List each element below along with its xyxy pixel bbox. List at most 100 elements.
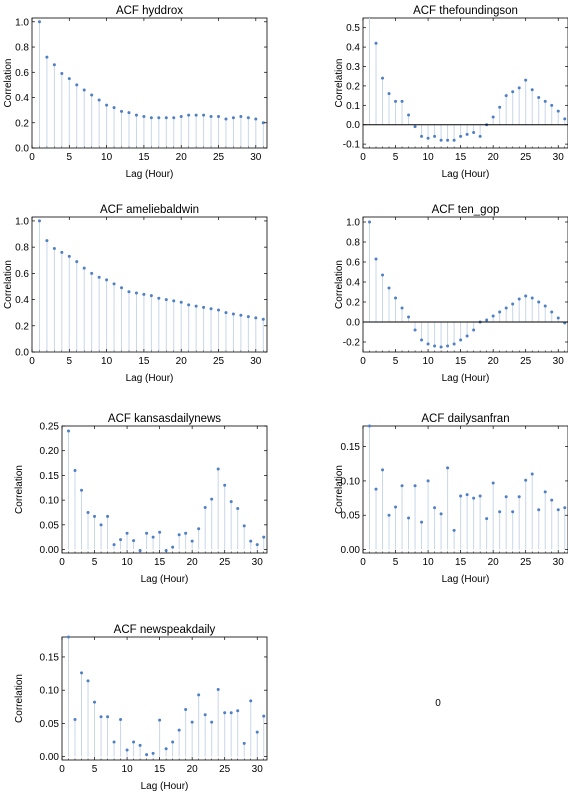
acf-point	[97, 275, 101, 279]
acf-point	[381, 273, 385, 277]
x-tick-label: 20	[187, 557, 199, 568]
acf-point	[446, 138, 450, 142]
acf-point	[190, 720, 194, 724]
acf-panel: 0 5 10 15 20 25 30 -0.1 0.0 0.1 0.2 0.3 0.4 0.5 ACF th…	[334, 5, 568, 180]
acf-point	[556, 109, 560, 113]
x-tick-label: 5	[393, 557, 399, 568]
y-tick-label: 0.05	[40, 719, 60, 730]
acf-point	[563, 117, 567, 121]
acf-point	[149, 116, 153, 120]
acf-point	[45, 239, 49, 243]
chart-title: ACF ten_gop	[432, 204, 500, 216]
y-tick-label: 0.15	[40, 471, 60, 482]
acf-point	[194, 304, 198, 308]
acf-point	[459, 338, 463, 342]
acf-point	[37, 20, 41, 24]
acf-point	[73, 468, 77, 472]
acf-point	[52, 246, 56, 250]
acf-point	[216, 467, 220, 471]
empty-panel-label: 0	[435, 698, 441, 709]
acf-point	[387, 92, 391, 96]
acf-panel: 0 5 10 15 20 25 30 0.0 0.2 0.4 0.6 0.8 1.0 ACF hyddro…	[3, 5, 268, 180]
y-axis-label: Correlation	[334, 465, 345, 514]
x-tick-label: 0	[59, 764, 65, 775]
acf-point	[236, 507, 240, 511]
acf-point	[426, 136, 430, 140]
y-tick-label: 0.0	[15, 144, 29, 155]
acf-point	[67, 254, 71, 258]
x-tick-label: 10	[101, 356, 113, 367]
acf-point	[210, 720, 214, 724]
acf-panel: 0 5 10 15 20 25 30 0.00 0.05 0.10 0.15 0.20 0.25 ACF …	[14, 413, 268, 585]
x-tick-label: 10	[101, 152, 113, 163]
acf-point	[158, 718, 162, 722]
acf-point	[73, 717, 77, 721]
acf-point	[446, 344, 450, 348]
acf-point	[145, 531, 149, 535]
y-tick-label: 0.05	[40, 520, 60, 531]
x-tick-label: 15	[455, 356, 467, 367]
y-axis-label: Correlation	[334, 59, 345, 108]
chart-title: ACF newspeakdaily	[114, 624, 216, 636]
x-tick-label: 30	[553, 557, 565, 568]
chart-title: ACF kansasdailynews	[108, 413, 221, 425]
x-tick-label: 15	[455, 557, 467, 568]
x-tick-label: 30	[553, 152, 565, 163]
acf-point	[563, 506, 567, 510]
acf-point	[433, 134, 437, 138]
y-tick-label: 1.0	[346, 218, 360, 229]
acf-point	[67, 77, 71, 81]
acf-point	[433, 506, 437, 510]
x-tick-label: 5	[67, 152, 73, 163]
y-tick-label: 0.15	[40, 652, 60, 663]
acf-point	[394, 505, 398, 509]
acf-point	[209, 307, 213, 311]
y-axis-label: Correlation	[3, 260, 14, 309]
y-tick-label: 0.20	[40, 446, 60, 457]
acf-point	[400, 484, 404, 488]
chart-title: ACF ameliebaldwin	[100, 204, 199, 216]
acf-point	[202, 113, 206, 117]
acf-point	[465, 334, 469, 338]
x-tick-label: 25	[520, 152, 532, 163]
x-tick-label: 15	[455, 152, 467, 163]
acf-point	[433, 344, 437, 348]
acf-point	[138, 743, 142, 747]
y-tick-label: 0.25	[40, 422, 60, 433]
y-tick-label: 0.10	[341, 476, 361, 487]
acf-point	[184, 707, 188, 711]
acf-point	[530, 88, 534, 92]
acf-point	[374, 257, 378, 261]
acf-point	[125, 531, 129, 535]
acf-point	[97, 98, 101, 102]
acf-point	[550, 310, 554, 314]
acf-point	[190, 539, 194, 543]
x-axis-label: Lag (Hour)	[442, 169, 490, 180]
acf-point	[106, 715, 110, 719]
acf-point	[90, 271, 94, 275]
acf-point	[99, 715, 103, 719]
acf-point	[179, 300, 183, 304]
acf-point	[387, 513, 391, 517]
acf-point	[239, 114, 243, 118]
y-tick-label: 0.2	[346, 81, 360, 92]
acf-point	[134, 113, 138, 117]
y-tick-label: 0.6	[346, 258, 360, 269]
acf-point	[394, 99, 398, 103]
acf-point	[524, 294, 528, 298]
acf-point	[157, 296, 161, 300]
acf-point	[187, 303, 191, 307]
acf-point	[80, 671, 84, 675]
acf-point	[524, 78, 528, 82]
plot-frame	[362, 216, 568, 353]
x-tick-label: 10	[122, 557, 134, 568]
acf-point	[261, 121, 265, 125]
acf-point	[203, 713, 207, 717]
acf-panel: 0 5 10 15 20 25 30 0.00 0.05 0.10 0.15 ACF dailysan…	[334, 413, 568, 585]
y-tick-label: 1.0	[15, 17, 29, 28]
acf-point	[60, 72, 64, 76]
x-tick-label: 10	[122, 764, 134, 775]
acf-point	[374, 41, 378, 45]
x-tick-label: 30	[252, 764, 264, 775]
